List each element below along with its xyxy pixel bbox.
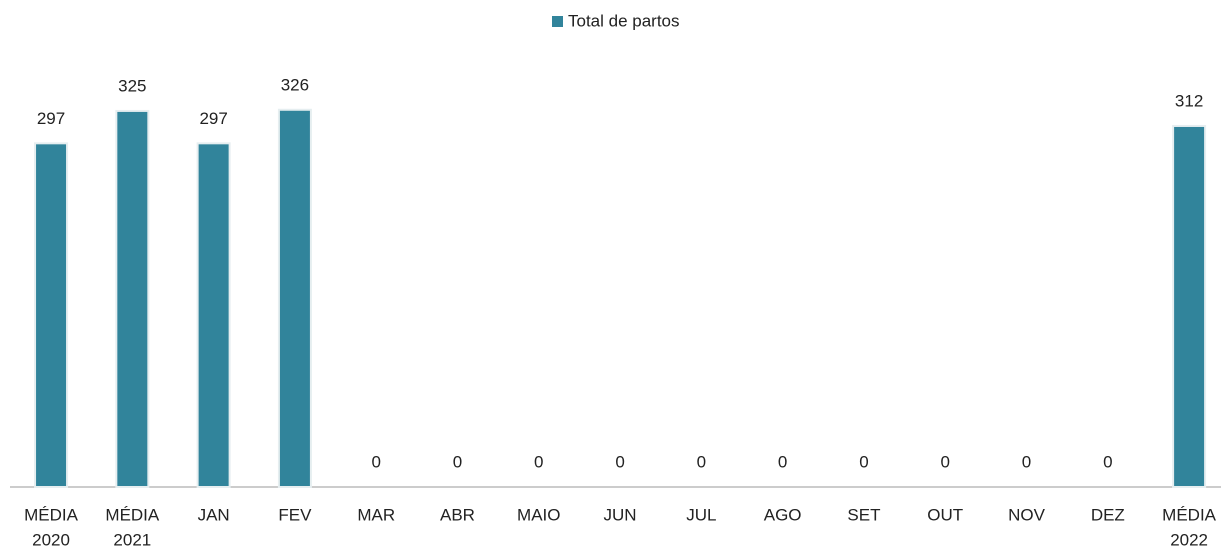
data-label: 0 (534, 452, 543, 471)
x-tick-label: JUL (686, 505, 716, 524)
data-label: 0 (1022, 452, 1031, 471)
x-tick-label: 2021 (113, 530, 151, 549)
bar (115, 109, 150, 489)
x-tick-label: 2022 (1170, 530, 1208, 549)
x-tick-label: JAN (198, 505, 230, 524)
bar (277, 108, 312, 489)
x-tick-label: DEZ (1091, 505, 1125, 524)
data-label: 325 (118, 76, 146, 95)
x-tick-label: MÉDIA (105, 505, 160, 524)
x-tick-label: NOV (1008, 505, 1046, 524)
data-label: 0 (371, 452, 380, 471)
data-label: 0 (941, 452, 950, 471)
data-label: 0 (615, 452, 624, 471)
x-tick-label: FEV (278, 505, 312, 524)
data-label: 0 (453, 452, 462, 471)
x-tick-label: MÉDIA (24, 505, 79, 524)
data-label: 326 (281, 75, 309, 94)
legend-label: Total de partos (568, 11, 680, 30)
x-tick-label: 2020 (32, 530, 70, 549)
x-tick-label: MAIO (517, 505, 560, 524)
data-label: 0 (1103, 452, 1112, 471)
bar (1172, 124, 1207, 488)
x-tick-label: AGO (764, 505, 802, 524)
data-label: 0 (697, 452, 706, 471)
data-label: 312 (1175, 91, 1203, 110)
data-label: 297 (37, 109, 65, 128)
data-label: 0 (778, 452, 787, 471)
legend-swatch (552, 16, 563, 27)
bar (196, 142, 231, 488)
x-tick-label: MÉDIA (1162, 505, 1217, 524)
x-tick-label: SET (847, 505, 880, 524)
data-label: 0 (859, 452, 868, 471)
x-tick-label: MAR (357, 505, 395, 524)
x-tick-label: ABR (440, 505, 475, 524)
data-label: 297 (199, 109, 227, 128)
x-tick-label: OUT (927, 505, 963, 524)
bar (34, 142, 69, 488)
x-tick-label: JUN (604, 505, 637, 524)
